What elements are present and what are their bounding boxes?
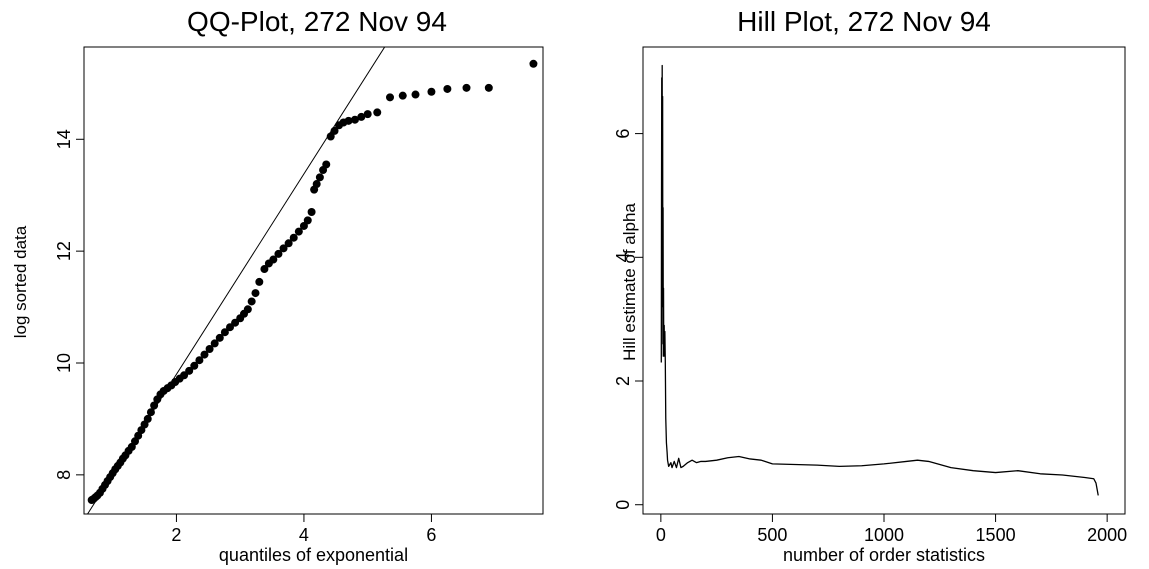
y-tick-label: 2: [613, 376, 633, 386]
data-point: [315, 173, 324, 182]
y-tick-label: 4: [613, 252, 633, 262]
data-point: [289, 233, 298, 242]
data-point: [373, 108, 382, 117]
x-axis-label: quantiles of exponential: [219, 545, 408, 565]
data-point: [200, 350, 209, 359]
plot-area: [660, 64, 1099, 496]
plot-frame: [83, 46, 544, 515]
y-tick-label: 0: [613, 500, 633, 510]
data-point: [255, 277, 264, 286]
y-axis-label: Hill estimate of alpha: [620, 203, 639, 361]
y-axis-label: log sorted data: [11, 225, 30, 338]
data-point: [357, 112, 366, 121]
data-point: [251, 289, 260, 298]
data-point: [443, 84, 452, 93]
data-point: [185, 366, 194, 375]
data-point: [269, 255, 278, 264]
data-point: [386, 93, 394, 102]
x-tick-label: 500: [757, 525, 787, 545]
x-tick-label: 6: [426, 525, 436, 545]
data-point: [220, 328, 229, 337]
qq-plot-panel: QQ-Plot, 272 Nov 94 2 4 6 8 10 12 14 quantiles o…: [11, 6, 544, 565]
x-tick-label: 0: [656, 525, 666, 545]
data-point: [326, 132, 335, 141]
data-point: [284, 239, 293, 248]
data-point: [322, 160, 331, 169]
data-point: [462, 83, 471, 92]
data-point: [330, 126, 339, 135]
x-tick-label: 2: [171, 525, 181, 545]
plot-frame: [642, 46, 1126, 515]
data-point: [279, 244, 288, 253]
x-tick-label: 4: [299, 525, 309, 545]
data-point: [363, 110, 372, 119]
data-point: [398, 91, 407, 100]
data-point: [195, 356, 204, 365]
chart-title: Hill Plot, 272 Nov 94: [737, 6, 991, 37]
y-tick-label: 14: [54, 129, 74, 149]
data-point: [312, 180, 321, 189]
plot-area: [86, 47, 538, 514]
data-point: [484, 83, 493, 92]
hill-estimate-line: [660, 64, 1099, 496]
data-point: [146, 408, 155, 417]
data-point: [150, 401, 159, 410]
y-tick-label: 12: [54, 241, 74, 261]
data-point: [344, 116, 353, 125]
y-tick-label: 10: [54, 353, 74, 373]
data-point: [274, 249, 283, 258]
data-point: [427, 87, 436, 96]
data-point: [215, 333, 224, 342]
data-point: [294, 227, 303, 236]
data-point: [307, 207, 316, 216]
y-tick-label: 8: [54, 470, 74, 480]
data-point: [190, 361, 199, 370]
data-point: [529, 59, 538, 68]
x-tick-label: 1500: [976, 525, 1016, 545]
data-point: [210, 339, 219, 348]
data-point: [143, 414, 152, 423]
data-point: [350, 115, 359, 124]
chart-title: QQ-Plot, 272 Nov 94: [187, 6, 447, 37]
y-tick-label: 6: [613, 129, 633, 139]
data-point: [299, 221, 308, 230]
hill-plot-panel: Hill Plot, 272 Nov 94 0 500 1000 1500 2000 0 2 4…: [613, 6, 1127, 565]
data-point: [303, 216, 312, 225]
data-point: [411, 90, 420, 99]
data-point: [205, 345, 214, 354]
data-point: [243, 305, 252, 314]
data-point: [247, 297, 256, 306]
data-point: [260, 265, 269, 274]
x-axis-label: number of order statistics: [783, 545, 985, 565]
x-tick-label: 1000: [864, 525, 904, 545]
x-tick-label: 2000: [1087, 525, 1127, 545]
